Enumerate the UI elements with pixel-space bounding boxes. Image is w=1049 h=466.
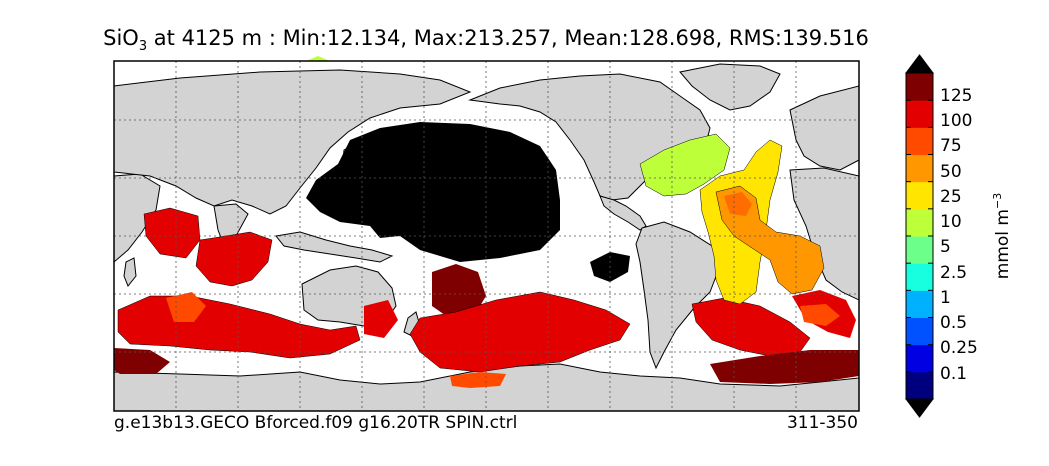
colorbar-units-label: mmol m−3	[991, 193, 1013, 279]
colorbar-extend-low	[905, 398, 934, 418]
colorbar-tick-label: 0.25	[940, 338, 978, 358]
land-greenland	[679, 63, 781, 111]
colorbar-tick-label: 10	[940, 212, 962, 232]
colorbar-tick-label: 0.5	[940, 313, 968, 333]
field-east-south-orange	[800, 304, 840, 326]
colorbar	[905, 54, 934, 418]
field-southwest-darkred	[114, 348, 170, 374]
land-maritime-se-asia	[275, 231, 394, 263]
field-south-pacific-darkred	[432, 264, 486, 320]
colorbar-segment	[906, 208, 933, 237]
map-panel	[114, 61, 859, 411]
colorbar-segment	[906, 317, 933, 346]
colorbar-tick-label: 50	[940, 162, 962, 182]
field-indian-red	[195, 231, 273, 287]
colorbar-segment	[906, 263, 933, 291]
colorbar-tick-label: 75	[940, 136, 962, 156]
colorbar-tick-label: 25	[940, 187, 962, 207]
field-south-indian-orange	[166, 292, 206, 322]
land-south-america	[635, 221, 721, 370]
case-name-caption: g.e13b13.GECO Bforced.f09 g16.20TR SPIN.…	[114, 413, 518, 433]
colorbar-segment	[906, 344, 933, 373]
colorbar-tick-label: 0.1	[940, 364, 968, 384]
colorbar-tick-label: 100	[940, 111, 973, 131]
field-west-indian-red	[143, 207, 201, 259]
field-north-atlantic-green	[639, 133, 731, 197]
colorbar-segment	[906, 100, 933, 128]
gridlines	[114, 61, 859, 411]
land-madagascar	[123, 257, 137, 287]
land-africa	[789, 167, 859, 301]
title-variable: SiO	[103, 26, 139, 50]
field-atlantic-orange-core	[724, 192, 752, 216]
colorbar-segment	[906, 236, 933, 264]
colorbar-segment	[906, 181, 933, 210]
land-europe	[789, 85, 859, 171]
colorbar-segment	[906, 73, 933, 101]
units-text: mmol m	[992, 209, 1013, 280]
colorbar-tick-label: 5	[940, 237, 951, 257]
field-arctic-green-patch	[306, 56, 330, 61]
colorbar-segment	[906, 154, 933, 183]
field-east-southern-darkred	[710, 350, 859, 384]
colorbar-tick-label: 2.5	[940, 263, 968, 283]
field-tasman-red	[364, 300, 398, 338]
field-north-pacific-black	[306, 122, 560, 262]
colorbar-segment	[906, 127, 933, 155]
units-exponent: −3	[991, 192, 1005, 209]
title-stats: at 4125 m : Min:12.134, Max:213.257, Mea…	[147, 26, 869, 50]
colorbar-segment	[906, 290, 933, 318]
field-south-pacific-orange	[450, 372, 506, 388]
years-caption: 311-350	[786, 413, 858, 433]
colorbar-extend-high	[905, 54, 934, 74]
land-asia	[114, 69, 472, 215]
colorbar-segment	[906, 371, 933, 400]
plot-title: SiO3 at 4125 m : Min:12.134, Max:213.257…	[0, 26, 972, 54]
title-subscript: 3	[138, 39, 148, 55]
colorbar-tick-label: 1	[940, 288, 951, 308]
land-antarctica	[114, 363, 859, 411]
map-frame	[113, 60, 860, 412]
colorbar-tick-label: 125	[940, 86, 973, 106]
